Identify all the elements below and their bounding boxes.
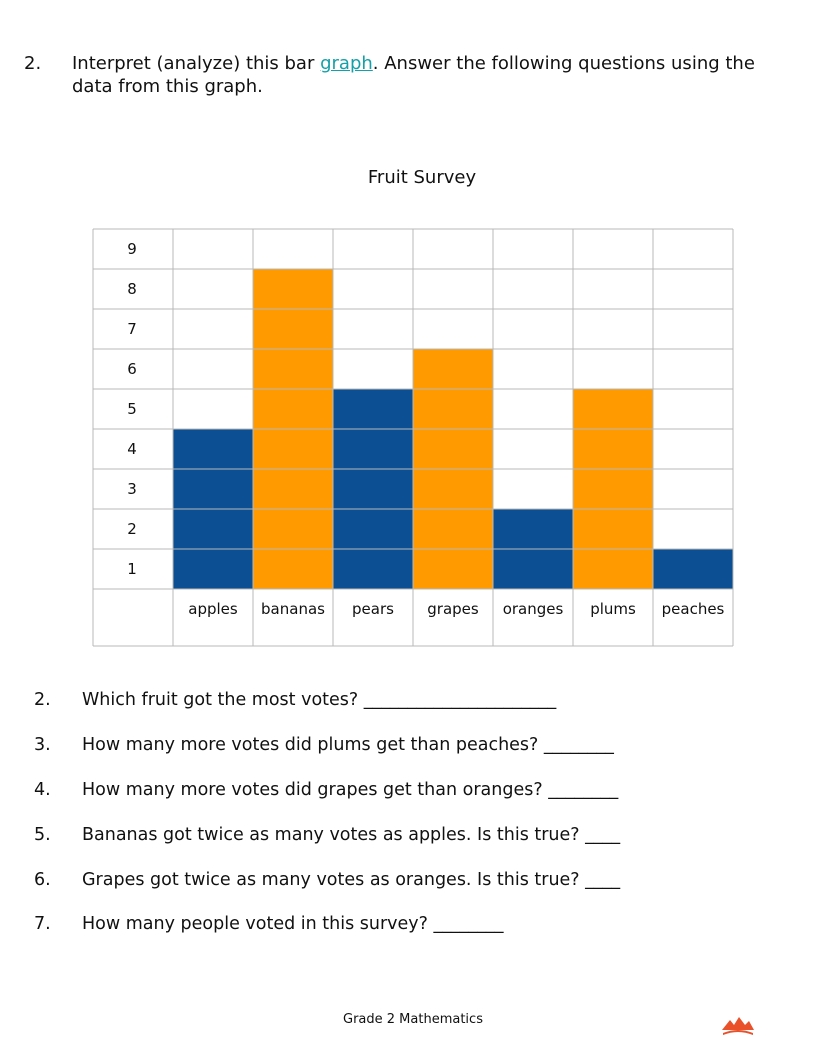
y-tick-label: 5 (127, 400, 137, 418)
question-text: Which fruit got the most votes? ________… (82, 690, 557, 710)
question-number: 4. (34, 780, 51, 800)
y-tick-label: 2 (127, 520, 137, 538)
question-text: How many more votes did plums get than p… (82, 735, 614, 755)
bar-peaches (653, 549, 733, 589)
category-label-peaches: peaches (662, 600, 725, 618)
intro-text-after: . Answer the following questions using t… (72, 53, 755, 97)
graph-link[interactable]: graph (320, 53, 373, 74)
question-text: How many more votes did grapes get than … (82, 780, 619, 800)
intro-text-before: Interpret (analyze) this bar (72, 53, 321, 74)
question-text: How many people voted in this survey? __… (82, 914, 504, 934)
footer-text: Grade 2 Mathematics (343, 1012, 483, 1027)
question-text: Bananas got twice as many votes as apple… (82, 825, 621, 845)
grid-layer (92, 228, 734, 647)
question-number: 6. (34, 870, 51, 890)
mountain-logo-icon (722, 1017, 754, 1035)
y-tick-label: 4 (127, 440, 137, 458)
y-tick-label: 6 (127, 360, 137, 378)
category-label-grapes: grapes (427, 600, 479, 618)
category-label-bananas: bananas (261, 600, 325, 618)
y-tick-label: 8 (127, 280, 137, 298)
labels-layer: 1 2 3 4 5 6 7 8 9 apples bananas pears grapes oranges… (127, 240, 724, 618)
y-tick-label: 7 (127, 320, 137, 338)
question-number: 3. (34, 735, 51, 755)
y-tick-label: 1 (127, 560, 137, 578)
intro-number: 2. (24, 53, 42, 74)
bar-chart: 1 2 3 4 5 6 7 8 9 apples bananas pears grapes oranges… (92, 228, 734, 647)
category-label-oranges: oranges (503, 600, 564, 618)
y-tick-label: 3 (127, 480, 137, 498)
question-number: 2. (34, 690, 51, 710)
question-text: Grapes got twice as many votes as orange… (82, 870, 621, 890)
category-label-apples: apples (188, 600, 238, 618)
question-number: 7. (34, 914, 51, 934)
category-label-pears: pears (352, 600, 394, 618)
bar-plums (573, 389, 653, 589)
question-number: 5. (34, 825, 51, 845)
intro-text: Interpret (analyze) this bar graph. Answ… (72, 52, 794, 98)
y-tick-label: 9 (127, 240, 137, 258)
bar-pears (333, 389, 413, 589)
chart-title: Fruit Survey (367, 167, 477, 188)
category-label-plums: plums (590, 600, 636, 618)
